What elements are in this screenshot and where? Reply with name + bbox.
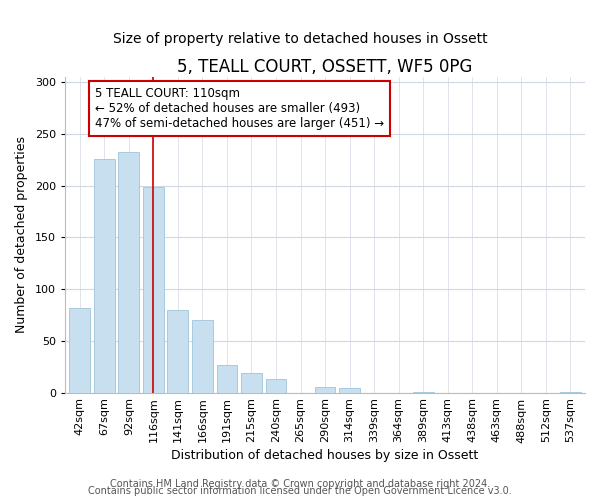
Bar (167, 310, 188, 392)
Text: Contains HM Land Registry data © Crown copyright and database right 2024.: Contains HM Land Registry data © Crown c… (110, 479, 490, 489)
Bar (192, 320, 213, 392)
Y-axis label: Number of detached properties: Number of detached properties (15, 136, 28, 334)
Bar (339, 388, 360, 392)
Text: 5 TEALL COURT: 110sqm
← 52% of detached houses are smaller (493)
47% of semi-det: 5 TEALL COURT: 110sqm ← 52% of detached … (95, 88, 383, 130)
Text: Size of property relative to detached houses in Ossett: Size of property relative to detached ho… (113, 32, 487, 46)
Bar (118, 152, 139, 392)
X-axis label: Distribution of detached houses by size in Ossett: Distribution of detached houses by size … (172, 450, 479, 462)
Bar (314, 388, 335, 392)
Bar (266, 379, 286, 392)
Title: 5, TEALL COURT, OSSETT, WF5 0PG: 5, TEALL COURT, OSSETT, WF5 0PG (178, 58, 473, 76)
Bar (70, 308, 90, 392)
Bar (143, 186, 164, 392)
Bar (241, 373, 262, 392)
Text: Contains public sector information licensed under the Open Government Licence v3: Contains public sector information licen… (88, 486, 512, 496)
Bar (217, 364, 238, 392)
Bar (94, 159, 115, 392)
